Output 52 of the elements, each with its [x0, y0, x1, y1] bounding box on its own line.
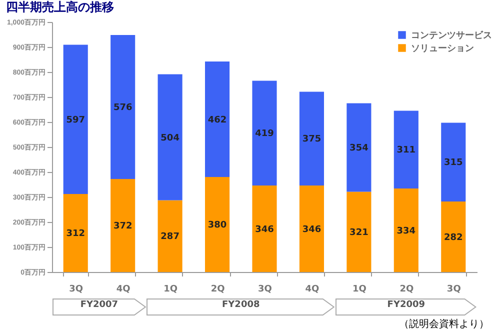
legend-label: コンテンツサービス [411, 30, 492, 41]
bar [394, 110, 418, 188]
bar [299, 186, 324, 272]
bar [441, 122, 466, 202]
text: FY2007 [79, 300, 120, 310]
bar [252, 80, 277, 186]
text: FY2009 [386, 300, 426, 310]
bar [63, 194, 88, 272]
bar [252, 186, 277, 272]
data-label: 315 [444, 158, 463, 168]
x-tick-label: 1Q [164, 284, 178, 294]
data-label: 346 [255, 224, 274, 235]
bar [394, 188, 418, 272]
legend-label: ソリューション [411, 44, 474, 54]
bar [110, 35, 136, 179]
text: （説明会資料より） [399, 318, 489, 331]
data-label: 576 [113, 103, 132, 113]
data-label: 282 [444, 232, 463, 243]
data-label: 419 [255, 129, 274, 140]
x-tick-label: 3Q [446, 284, 462, 294]
text: FY2008 [221, 300, 261, 310]
bar [346, 192, 372, 272]
bar [63, 44, 88, 194]
data-label: 311 [396, 146, 416, 156]
data-label: 375 [302, 134, 322, 145]
x-tick-label: 3Q [69, 284, 84, 294]
data-label: 321 [350, 228, 368, 238]
x-tick-label: 1Q [352, 284, 367, 294]
bar [346, 103, 372, 192]
x-tick-label: 4Q [116, 284, 131, 294]
bar [158, 200, 182, 272]
bar [205, 177, 230, 272]
bar [299, 92, 324, 186]
data-label: 312 [66, 229, 86, 239]
x-tick-label: 2Q [210, 284, 226, 294]
data-label: 462 [208, 115, 227, 126]
data-label: 287 [160, 232, 180, 242]
data-label: 354 [350, 144, 368, 154]
x-tick-label: 3Q [258, 284, 272, 294]
bar [441, 202, 466, 272]
x-tick-label: 4Q [305, 284, 320, 294]
x-tick-label: 2Q [400, 284, 414, 294]
data-label: 380 [208, 220, 227, 230]
data-label: 504 [160, 133, 180, 144]
bar [158, 74, 182, 200]
data-label: 346 [302, 224, 322, 235]
data-label: 334 [396, 226, 416, 236]
chart-title: 四半期売上高の推移 [6, 0, 114, 14]
bar [110, 179, 136, 272]
bar [205, 62, 230, 177]
data-label: 372 [113, 222, 132, 232]
data-label: 597 [66, 115, 86, 126]
